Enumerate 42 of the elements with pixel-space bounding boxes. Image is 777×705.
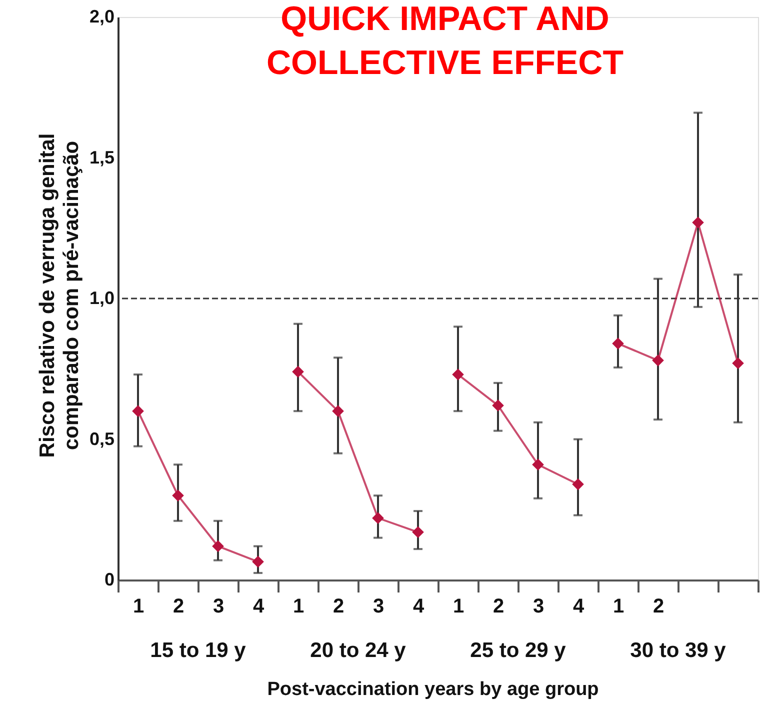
point (732, 357, 744, 370)
x-axis-title: Post-vaccination years by age group (267, 679, 599, 700)
x-tick-label: 1 (292, 596, 304, 618)
x-tick-label: 1 (132, 596, 144, 618)
point (252, 556, 264, 568)
text: 25 to 29 y (470, 639, 566, 662)
y-tick-label: 1,5 (89, 147, 114, 168)
point (652, 354, 664, 366)
x-tick-label: 3 (532, 596, 544, 618)
x-tick-label: 2 (492, 596, 504, 618)
text: 20 to 24 y (310, 639, 406, 662)
x-tick-label: 3 (372, 596, 384, 618)
point (492, 400, 504, 412)
point (692, 216, 704, 228)
y-tick-label: 1,0 (89, 288, 114, 308)
point (332, 405, 344, 418)
x-tick-label: 2 (172, 596, 184, 618)
y-tick-label: 0,5 (89, 428, 114, 449)
text: 15 to 19 y (150, 639, 246, 662)
point (612, 338, 624, 350)
chart-title: QUICK IMPACT AND COLLECTIVE EFFECT (266, 0, 624, 82)
y-tick-label: 0 (104, 570, 114, 590)
point (292, 366, 304, 378)
x-tick-label: 1 (452, 596, 464, 618)
x-tick-label: 4 (572, 596, 585, 618)
text: 30 to 39 y (630, 639, 726, 662)
y-axis-title: Risco relativo de verruga genital comparado com pré-vacinação (36, 133, 83, 458)
x-tick-label: 4 (412, 596, 425, 618)
point (132, 405, 144, 418)
point (532, 458, 544, 470)
x-tick-label: 3 (212, 596, 224, 618)
point (172, 490, 184, 502)
x-tick-label: 2 (332, 596, 344, 618)
point (412, 526, 424, 538)
point (572, 478, 584, 490)
x-tick-label: 1 (612, 596, 624, 618)
y-tick-label: 2,0 (89, 6, 114, 26)
point (452, 368, 464, 380)
x-tick-label: 2 (652, 596, 664, 618)
x-tick-label: 4 (252, 596, 265, 618)
point (372, 512, 384, 524)
point (212, 540, 224, 552)
